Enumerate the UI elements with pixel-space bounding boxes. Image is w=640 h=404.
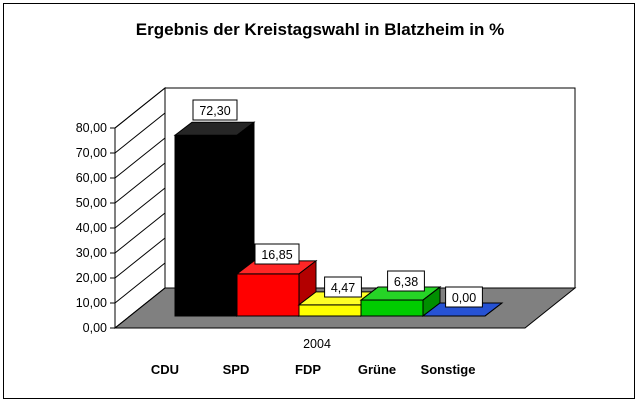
data-label: 0,00: [445, 286, 483, 308]
wall-grid-line: [114, 162, 166, 204]
category-labels: CDU SPD FDP Grüne Sonstige: [151, 362, 476, 377]
wall-grid-line: [114, 137, 166, 179]
chart-title: Ergebnis der Kreistagswahl in Blatzheim …: [135, 20, 505, 39]
y-tick-label: 70,00: [76, 146, 107, 160]
category-label: FDP: [295, 362, 321, 377]
y-tick-label: 60,00: [76, 171, 107, 185]
y-tick-label: 20,00: [76, 271, 107, 285]
wall-grid-line: [114, 87, 166, 129]
category-label: CDU: [151, 362, 179, 377]
data-label-text: 16,85: [261, 248, 292, 262]
data-label-text: 6,38: [394, 275, 418, 289]
data-label: 72,30: [192, 99, 238, 121]
category-label: Grüne: [358, 362, 396, 377]
y-tick-label: 80,00: [76, 121, 107, 135]
y-tick-label: 30,00: [76, 246, 107, 260]
data-label: 6,38: [387, 270, 425, 292]
category-label: Sonstige: [421, 362, 476, 377]
data-label-box: [324, 276, 362, 298]
data-label: 4,47: [324, 276, 362, 298]
data-label-box: [445, 286, 483, 308]
bar-front: [236, 273, 300, 317]
x-axis-label: 2004: [303, 337, 331, 351]
wall-grid-line: [114, 212, 166, 254]
wall-grid-line: [114, 237, 166, 279]
y-tick-label: 40,00: [76, 221, 107, 235]
data-label: 16,85: [254, 243, 300, 265]
y-tick-label: 0,00: [83, 321, 107, 335]
y-axis-ticks: 0,00 10,00 20,00 30,00 40,00 50,00 60,00 70,00 8…: [76, 87, 166, 335]
bar-cdu: [173, 121, 256, 318]
data-label-box: [387, 270, 425, 292]
data-label-text: 72,30: [199, 104, 230, 118]
data-label-box: [192, 99, 238, 121]
bar-front: [174, 134, 238, 317]
wall-grid-line: [114, 287, 166, 329]
data-labels: 72,30 16,85 4,47 6,38 0,00: [192, 99, 483, 308]
wall-grid-line: [114, 112, 166, 154]
data-label-box: [254, 243, 300, 265]
y-tick-label: 10,00: [76, 296, 107, 310]
data-label-text: 0,00: [452, 291, 476, 305]
bar-side: [484, 302, 503, 317]
bar-front: [360, 299, 424, 317]
category-label: SPD: [223, 362, 250, 377]
bar-front: [298, 304, 362, 317]
wall-grid-line: [114, 262, 166, 304]
wall-grid-line: [114, 187, 166, 229]
data-label-text: 4,47: [331, 281, 355, 295]
y-tick-label: 50,00: [76, 196, 107, 210]
